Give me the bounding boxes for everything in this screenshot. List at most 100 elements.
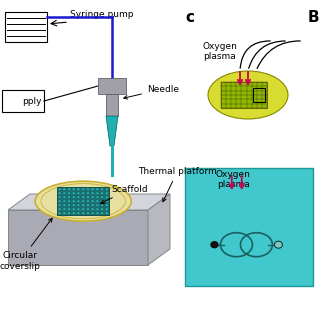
Ellipse shape (96, 212, 99, 214)
Ellipse shape (68, 208, 70, 210)
Polygon shape (148, 194, 170, 265)
Ellipse shape (68, 196, 70, 198)
Ellipse shape (82, 200, 84, 202)
Ellipse shape (101, 188, 103, 190)
Bar (57, 187, 109, 215)
Ellipse shape (106, 196, 108, 198)
Ellipse shape (73, 208, 75, 210)
Ellipse shape (77, 188, 80, 190)
Ellipse shape (82, 188, 84, 190)
Ellipse shape (101, 200, 103, 202)
Ellipse shape (101, 208, 103, 210)
Ellipse shape (77, 200, 80, 202)
Ellipse shape (63, 188, 65, 190)
Ellipse shape (59, 212, 61, 214)
Ellipse shape (82, 204, 84, 206)
Ellipse shape (275, 241, 283, 248)
Text: Oxygen
plasma: Oxygen plasma (216, 170, 251, 189)
Ellipse shape (96, 196, 99, 198)
Ellipse shape (73, 196, 75, 198)
Ellipse shape (106, 192, 108, 194)
Ellipse shape (92, 196, 94, 198)
Bar (2, 90, 44, 112)
Ellipse shape (101, 192, 103, 194)
Bar (106, 94, 118, 116)
Ellipse shape (77, 204, 80, 206)
Ellipse shape (68, 212, 70, 214)
Ellipse shape (92, 204, 94, 206)
Bar (185, 168, 313, 286)
Ellipse shape (87, 200, 89, 202)
Polygon shape (106, 116, 118, 146)
Text: Thermal platform: Thermal platform (138, 167, 217, 202)
Ellipse shape (82, 196, 84, 198)
Ellipse shape (68, 188, 70, 190)
Ellipse shape (101, 204, 103, 206)
Ellipse shape (77, 192, 80, 194)
Ellipse shape (59, 204, 61, 206)
Ellipse shape (73, 200, 75, 202)
Ellipse shape (96, 208, 99, 210)
Ellipse shape (92, 200, 94, 202)
Ellipse shape (77, 196, 80, 198)
Ellipse shape (68, 204, 70, 206)
Ellipse shape (87, 204, 89, 206)
Ellipse shape (208, 71, 288, 119)
Ellipse shape (35, 181, 131, 221)
Text: Circular
coverslip: Circular coverslip (0, 218, 52, 271)
Ellipse shape (73, 204, 75, 206)
Ellipse shape (73, 188, 75, 190)
Ellipse shape (63, 208, 65, 210)
Text: pply: pply (22, 97, 42, 106)
Bar (98, 78, 126, 94)
Ellipse shape (106, 208, 108, 210)
Ellipse shape (63, 196, 65, 198)
Ellipse shape (77, 208, 80, 210)
Ellipse shape (63, 212, 65, 214)
Bar (5, 12, 47, 42)
Ellipse shape (87, 192, 89, 194)
Ellipse shape (106, 212, 108, 214)
Text: Oxygen
plasma: Oxygen plasma (203, 42, 237, 61)
Ellipse shape (92, 188, 94, 190)
Ellipse shape (59, 192, 61, 194)
Bar (253, 88, 265, 102)
Text: Syringe pump: Syringe pump (70, 10, 133, 19)
Ellipse shape (73, 192, 75, 194)
Ellipse shape (59, 188, 61, 190)
Ellipse shape (106, 200, 108, 202)
Ellipse shape (101, 196, 103, 198)
Ellipse shape (96, 188, 99, 190)
Ellipse shape (82, 192, 84, 194)
Ellipse shape (63, 192, 65, 194)
Ellipse shape (92, 192, 94, 194)
Ellipse shape (92, 212, 94, 214)
Ellipse shape (63, 200, 65, 202)
Ellipse shape (106, 188, 108, 190)
Ellipse shape (59, 200, 61, 202)
Ellipse shape (87, 208, 89, 210)
Ellipse shape (211, 242, 218, 248)
Ellipse shape (106, 204, 108, 206)
Text: Scaffold: Scaffold (101, 185, 148, 204)
Ellipse shape (73, 212, 75, 214)
Ellipse shape (82, 212, 84, 214)
Ellipse shape (87, 196, 89, 198)
Ellipse shape (96, 200, 99, 202)
Ellipse shape (96, 204, 99, 206)
Text: B: B (308, 10, 320, 25)
Bar (8, 210, 148, 265)
Ellipse shape (68, 200, 70, 202)
Ellipse shape (101, 212, 103, 214)
Ellipse shape (82, 208, 84, 210)
Polygon shape (8, 194, 170, 210)
Text: Needle: Needle (124, 84, 179, 99)
Ellipse shape (77, 212, 80, 214)
Ellipse shape (87, 212, 89, 214)
Ellipse shape (59, 196, 61, 198)
Ellipse shape (96, 192, 99, 194)
Ellipse shape (92, 208, 94, 210)
Text: c: c (185, 10, 194, 25)
Ellipse shape (87, 188, 89, 190)
Bar (221, 82, 267, 108)
